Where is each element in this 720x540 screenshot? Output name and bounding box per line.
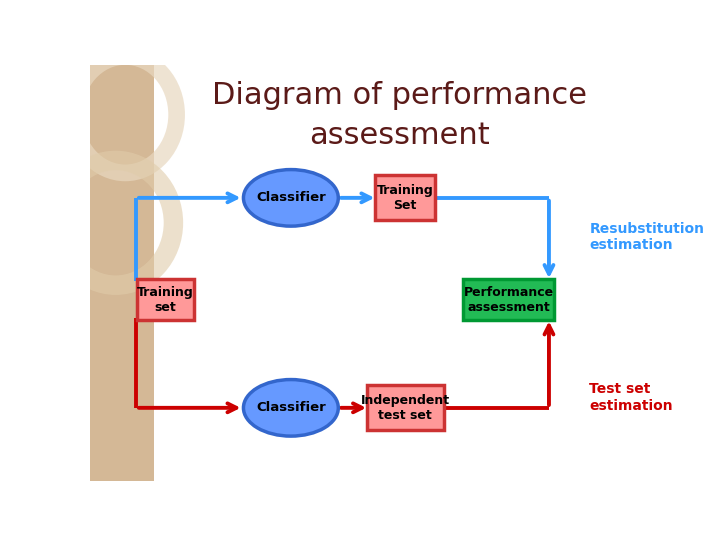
FancyBboxPatch shape [366,386,444,430]
FancyBboxPatch shape [137,279,194,320]
Text: Diagram of performance: Diagram of performance [212,82,588,111]
FancyBboxPatch shape [90,65,154,481]
Text: assessment: assessment [310,121,490,150]
Text: Training
Set: Training Set [377,184,433,212]
Text: Classifier: Classifier [256,191,325,204]
Text: Performance
assessment: Performance assessment [464,286,554,314]
Text: Training
set: Training set [137,286,194,314]
Ellipse shape [243,380,338,436]
FancyBboxPatch shape [463,279,554,320]
Text: Resubstitution
estimation: Resubstitution estimation [590,222,704,253]
Text: Classifier: Classifier [256,401,325,414]
Ellipse shape [243,170,338,226]
Text: Independent
test set: Independent test set [361,394,450,422]
Text: Test set
estimation: Test set estimation [590,382,673,413]
FancyBboxPatch shape [375,176,436,220]
